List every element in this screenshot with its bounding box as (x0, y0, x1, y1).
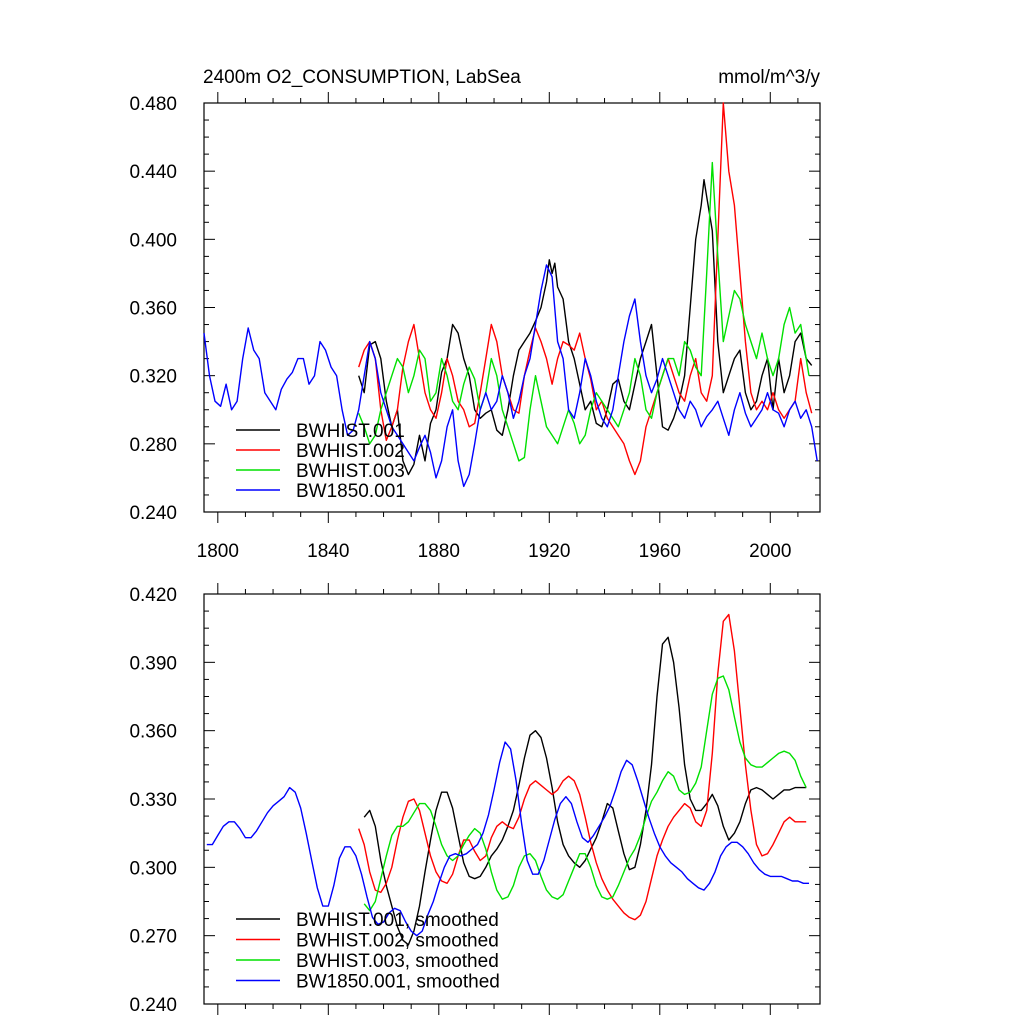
legend-label: BW1850.001, smoothed (296, 972, 500, 993)
x-tick-label: 1960 (639, 541, 681, 562)
y-tick-label: 0.270 (129, 927, 177, 948)
y-tick-label: 0.400 (129, 230, 177, 251)
series-line-bwhist-002 (358, 102, 813, 476)
y-tick-label: 0.480 (129, 94, 177, 115)
y-tick-label: 0.360 (129, 722, 177, 743)
legend-label: BWHIST.003, smoothed (296, 951, 499, 972)
x-tick-label: 2000 (749, 541, 791, 562)
y-tick-label: 0.320 (129, 367, 177, 388)
y-tick-label: 0.280 (129, 435, 177, 456)
y-tick-label: 0.440 (129, 162, 177, 183)
x-tick-label: 1880 (418, 541, 460, 562)
legend-label: BWHIST.002 (296, 441, 405, 462)
series-line-bwhist-002-smoothed (358, 613, 807, 921)
x-tick-label: 1840 (307, 541, 349, 562)
series-line-bwhist-001-smoothed (363, 636, 807, 946)
series-line-bwhist-003-smoothed (363, 675, 807, 912)
chart-title: 2400m O2_CONSUMPTION, LabSea (203, 67, 521, 88)
y-tick-label: 0.330 (129, 790, 177, 811)
series-line-bw1850-001 (203, 264, 818, 488)
legend-label: BWHIST.002, smoothed (296, 931, 499, 952)
bottom-panel: 0.240 0.270 0.300 0.330 0.360 0.390 0.420 BWHIS… (129, 583, 821, 1016)
series-line-bwhist-003 (358, 161, 810, 462)
units-label: mmol/m^3/y (718, 67, 820, 88)
y-tick-label: 0.240 (129, 995, 177, 1016)
y-tick-label: 0.300 (129, 858, 177, 879)
series-line-bwhist-001 (358, 178, 813, 476)
y-tick-label: 0.240 (129, 503, 177, 524)
x-tick-label: 1800 (197, 541, 239, 562)
legend-label: BWHIST.001 (296, 421, 405, 442)
top-panel: 0.240 0.280 0.320 0.360 0.400 0.440 0.480 1800 1… (129, 92, 821, 562)
series-line-bw1850-001-smoothed (206, 741, 809, 937)
y-tick-label: 0.420 (129, 585, 177, 606)
x-tick-label: 1920 (528, 541, 570, 562)
legend-label: BWHIST.003 (296, 461, 405, 482)
y-tick-label: 0.390 (129, 653, 177, 674)
legend-label: BWHIST.001, smoothed (296, 910, 499, 931)
legend-label: BW1850.001 (296, 481, 406, 502)
y-tick-label: 0.360 (129, 299, 177, 320)
